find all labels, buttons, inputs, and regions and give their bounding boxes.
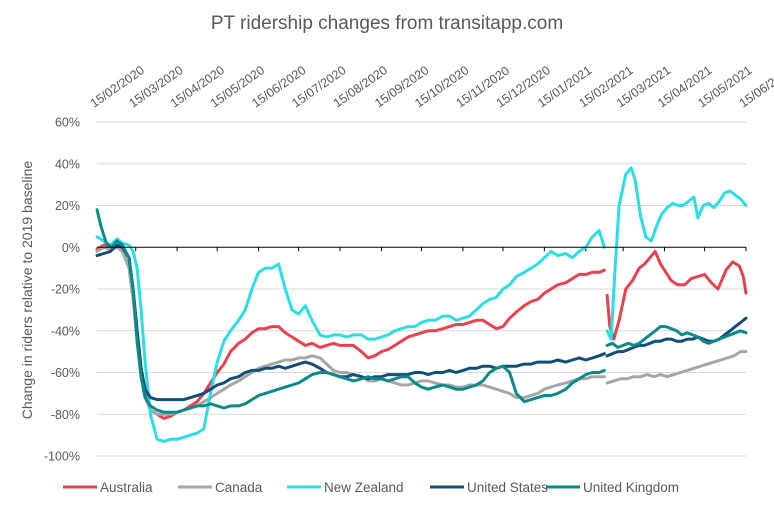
series-line [605,249,748,341]
legend-item: New Zealand [287,480,404,495]
series-lines [95,166,748,443]
y-tick-label: 0% [62,241,80,255]
y-tick-label: -100% [44,450,80,464]
series-line [95,208,606,414]
y-axis-title: Change in riders relative to 2019 baseli… [19,161,35,420]
series-canada [95,245,748,416]
legend-label: Australia [100,480,153,495]
y-tick-label: 60% [55,116,80,130]
series-line [95,245,606,416]
series-line [95,243,606,420]
series-line [605,325,748,349]
series-line [605,166,748,341]
legend-label: New Zealand [324,480,404,495]
chart-title: PT ridership changes from transitapp.com [211,13,563,34]
legend-label: Canada [215,480,263,495]
series-new-zealand [95,166,748,443]
series-line [605,350,748,385]
legend-label: United States [467,480,548,495]
y-tick-label: -80% [51,408,80,422]
y-tick-label: -60% [51,366,80,380]
y-axis-ticks: 60% 40% 20% 0% -20% -40% -60% -80% -100% [44,116,80,464]
y-tick-label: 20% [55,199,80,213]
x-axis-ticks: 15/02/202015/03/202015/04/202015/05/2020… [88,63,774,252]
legend-item: Canada [178,480,263,495]
legend-item: United Kingdom [546,480,679,495]
legend: Australia Canada New Zealand United States U… [63,480,679,495]
y-tick-label: 40% [55,157,80,171]
series-line [95,229,606,443]
legend-item: Australia [63,480,153,495]
series-australia [95,243,748,420]
legend-label: United Kingdom [583,480,679,495]
y-tick-label: -20% [51,283,80,297]
legend-item: United States [430,480,548,495]
series-united-kingdom [95,208,748,414]
y-tick-label: -40% [51,324,80,338]
